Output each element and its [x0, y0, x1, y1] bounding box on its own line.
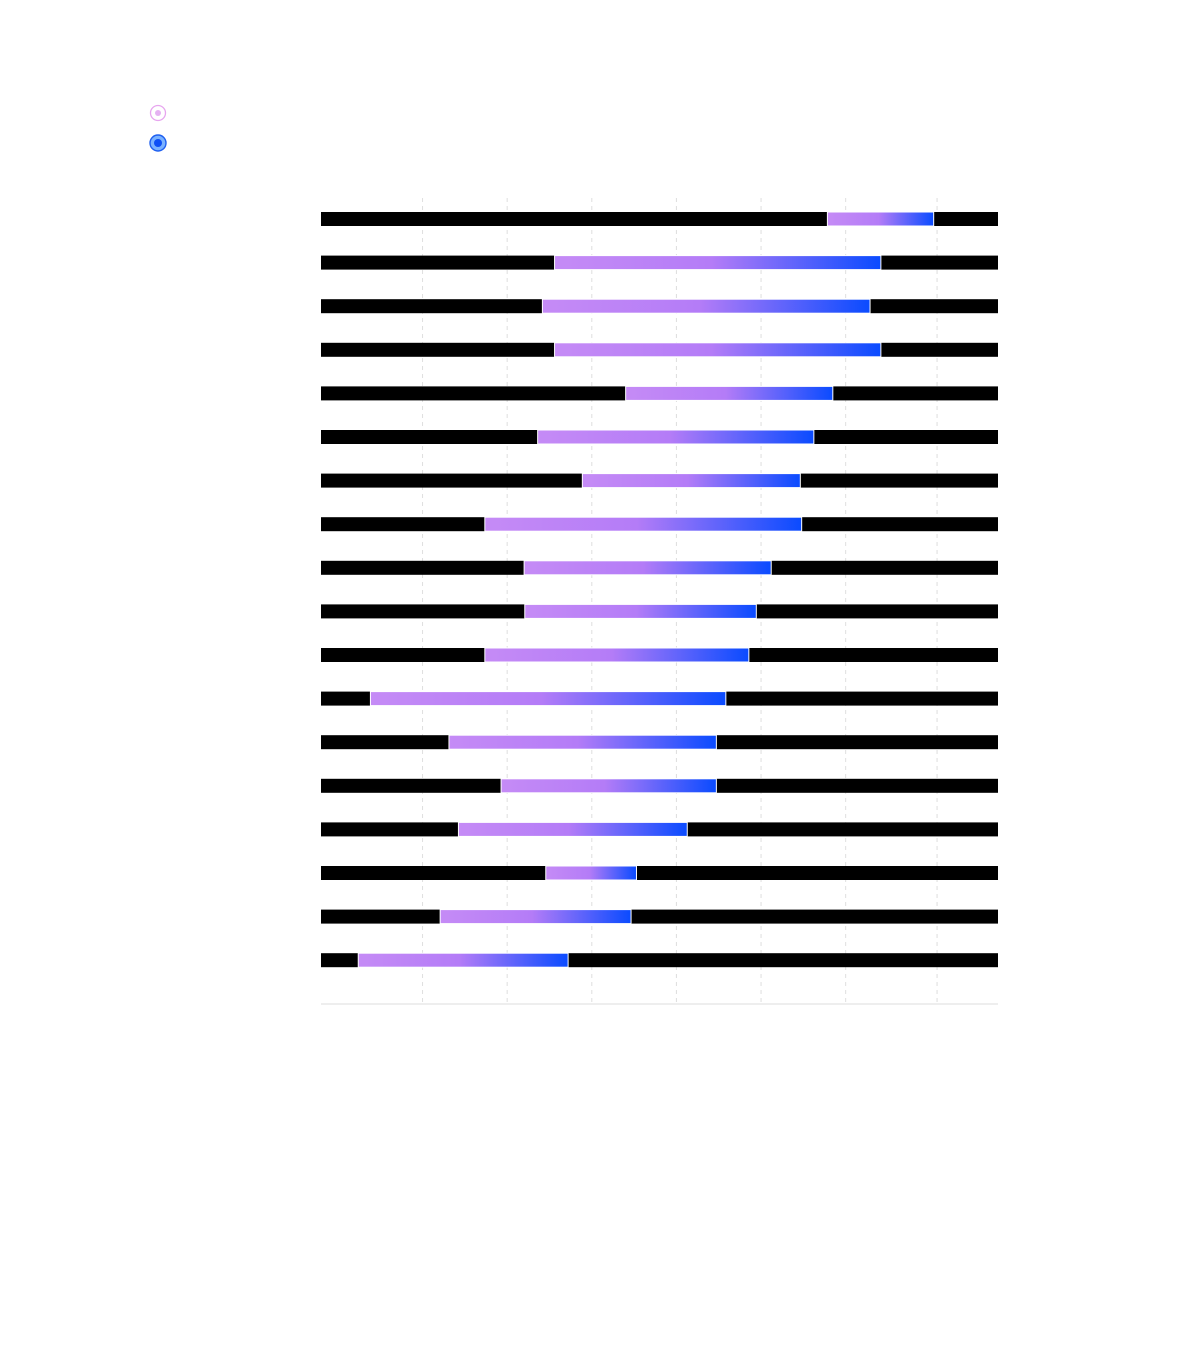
bar-row-3: [321, 298, 998, 314]
bar-row-7: [321, 473, 998, 489]
bar-row-6: [321, 429, 998, 445]
bar-rows: [321, 211, 998, 968]
bar-row-12: [321, 691, 998, 707]
range-bar-4: [554, 342, 882, 358]
bar-row-16: [321, 865, 998, 881]
legend-marker-pink-icon: [149, 104, 167, 122]
range-bar-6: [537, 429, 815, 445]
bar-row-1: [321, 211, 998, 227]
grid-layer: [422, 198, 938, 1004]
bar-row-8: [321, 516, 998, 532]
bar-row-9: [321, 560, 998, 576]
bar-row-2: [321, 255, 998, 271]
base-bar-16: [321, 866, 998, 880]
range-bar-14: [500, 778, 717, 794]
range-bar-1: [826, 211, 935, 227]
range-bar-5: [625, 385, 834, 401]
base-bar-17: [321, 909, 998, 924]
bar-row-18: [321, 952, 998, 968]
range-bar-17: [439, 909, 632, 925]
bar-row-5: [321, 385, 998, 401]
bar-row-4: [321, 342, 998, 358]
range-bar-18: [357, 952, 569, 968]
legend-marker-blue-icon: [149, 134, 167, 152]
range-bar-7: [581, 473, 801, 489]
bar-row-11: [321, 647, 998, 663]
bar-row-15: [321, 821, 998, 837]
range-bar-12: [369, 691, 727, 707]
range-bar-2: [554, 255, 882, 271]
range-bar-3: [541, 298, 871, 314]
range-bar-10: [524, 603, 757, 619]
range-bar-9: [523, 560, 772, 576]
range-bar-15: [457, 821, 688, 837]
legend: [149, 104, 167, 164]
range-bar-13: [448, 734, 717, 750]
range-bar-16: [545, 865, 637, 881]
bar-row-13: [321, 734, 998, 750]
range-bar-8: [484, 516, 803, 532]
bar-row-14: [321, 778, 998, 794]
bar-row-10: [321, 603, 998, 619]
range-bar-11: [484, 647, 750, 663]
bar-row-17: [321, 909, 998, 925]
